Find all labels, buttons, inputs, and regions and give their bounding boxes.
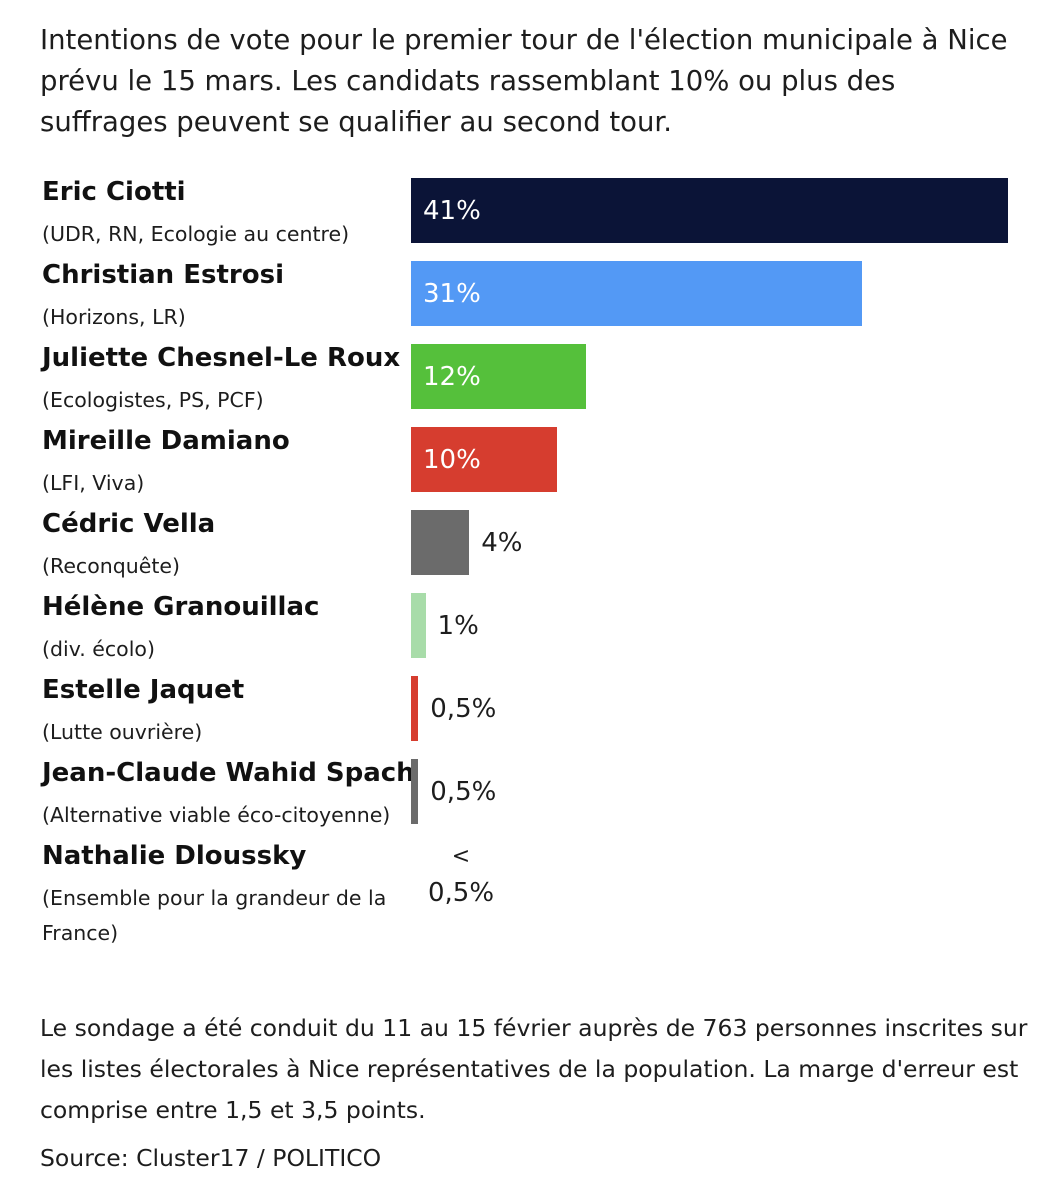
bar-row: Nathalie Dloussky (Ensemble pour la grand… xyxy=(0,839,1050,945)
data-label: 1% xyxy=(437,611,479,641)
candidate-name: Nathalie Dloussky xyxy=(42,841,307,871)
bar xyxy=(411,759,419,824)
bar xyxy=(411,593,426,658)
candidate-name: Mireille Damiano xyxy=(42,426,290,456)
data-label: 31% xyxy=(423,279,481,309)
data-label: 0,5% xyxy=(430,694,497,724)
data-label-value: 0,5% xyxy=(427,878,495,908)
candidate-party: (Horizons, LR) xyxy=(42,305,186,329)
candidate-party: (Ecologistes, PS, PCF) xyxy=(42,388,264,412)
candidate-name: Estelle Jaquet xyxy=(42,675,245,705)
bar xyxy=(411,178,1008,243)
candidate-party: (Reconquête) xyxy=(42,554,181,578)
candidate-party: (Lutte ouvrière) xyxy=(42,720,203,744)
candidate-party: (UDR, RN, Ecologie au centre) xyxy=(42,222,350,246)
candidate-party: (Alternative viable éco-citoyenne) xyxy=(42,803,391,827)
bar-row: Estelle Jaquet (Lutte ouvrière) 0,5% xyxy=(0,675,1050,758)
data-label: 10% xyxy=(423,445,481,475)
data-label: 0,5% xyxy=(430,777,497,807)
bar-row: Christian Estrosi (Horizons, LR) 31% xyxy=(0,260,1050,343)
data-label-prefix: < xyxy=(451,844,471,869)
candidate-name: Eric Ciotti xyxy=(42,177,186,207)
bar-row: Mireille Damiano (LFI, Viva) 10% xyxy=(0,426,1050,509)
candidate-name: Christian Estrosi xyxy=(42,260,284,290)
poll-methodology-note: Le sondage a été conduit du 11 au 15 fév… xyxy=(40,1014,1028,1124)
data-label: 4% xyxy=(481,528,523,558)
candidate-name: Juliette Chesnel-Le Roux xyxy=(42,343,401,373)
candidate-party: (div. écolo) xyxy=(42,637,155,661)
bar xyxy=(411,427,557,492)
bar-row: Jean-Claude Wahid Spach (Alternative viab… xyxy=(0,758,1050,841)
bar xyxy=(411,510,470,575)
bar xyxy=(411,344,586,409)
bar-row: Eric Ciotti (UDR, RN, Ecologie au centre)… xyxy=(0,177,1050,260)
bar-row: Hélène Granouillac (div. écolo) 1% xyxy=(0,592,1050,675)
candidate-party: (Ensemble pour la grandeur de la France) xyxy=(42,886,387,945)
candidate-name: Jean-Claude Wahid Spach xyxy=(42,758,415,788)
chart-intro-text: Intentions de vote pour le premier tour … xyxy=(40,24,1008,138)
data-label: 12% xyxy=(423,362,481,392)
candidate-name: Cédric Vella xyxy=(42,509,216,539)
bar-row: Cédric Vella (Reconquête) 4% xyxy=(0,509,1050,592)
bar xyxy=(411,676,419,741)
bar xyxy=(411,261,863,326)
bar-row: Juliette Chesnel-Le Roux (Ecologistes, PS… xyxy=(0,343,1050,426)
data-label: <0,5% xyxy=(411,839,511,911)
data-label: 41% xyxy=(423,196,481,226)
candidate-party: (LFI, Viva) xyxy=(42,471,145,495)
source-credit: Source: Cluster17 / POLITICO xyxy=(40,1144,382,1172)
candidate-name: Hélène Granouillac xyxy=(42,592,320,622)
